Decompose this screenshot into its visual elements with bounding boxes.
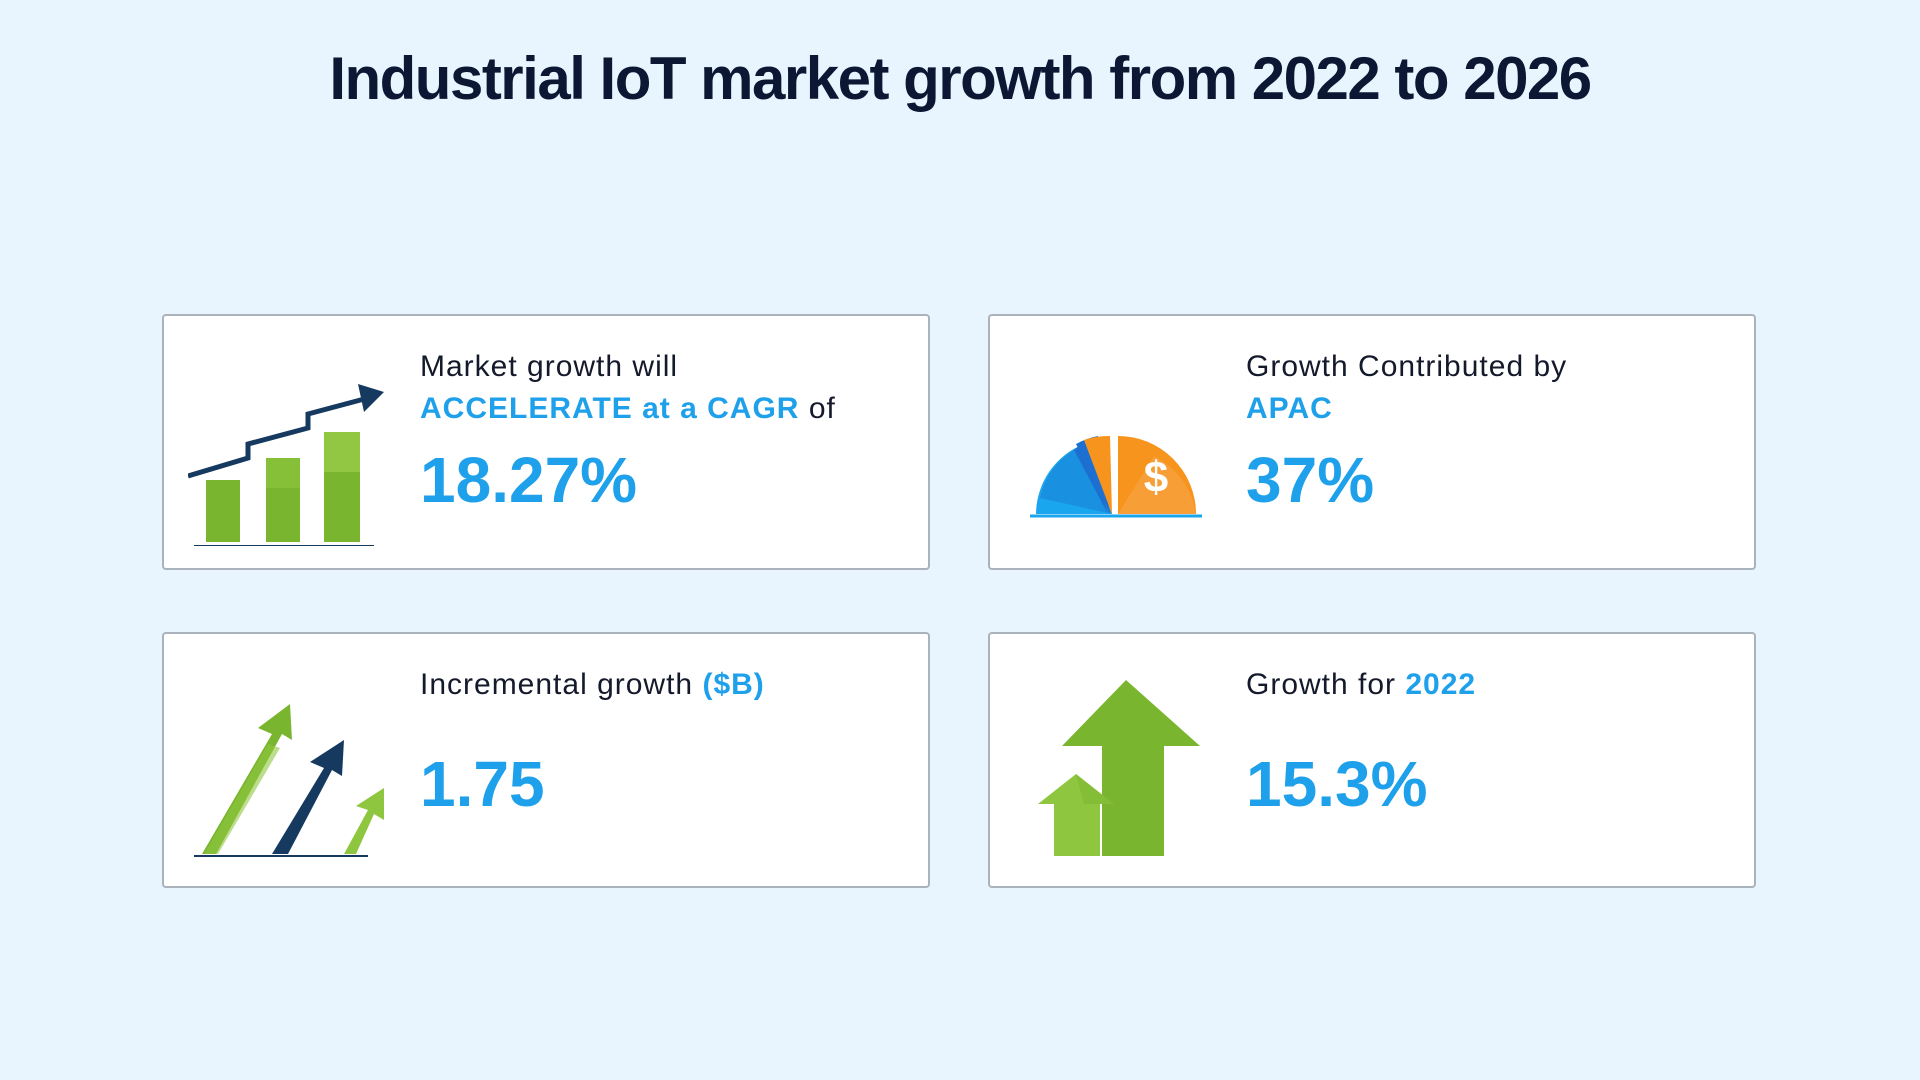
growth-2022-lead-text: Growth for bbox=[1246, 668, 1406, 701]
cagr-suffix-text: of bbox=[799, 392, 836, 425]
svg-text:$: $ bbox=[1144, 453, 1168, 502]
cagr-value: 18.27% bbox=[420, 444, 638, 516]
cagr-accent-text: ACCELERATE at a CAGR bbox=[420, 392, 800, 425]
apac-accent-text: APAC bbox=[1246, 392, 1333, 425]
rising-arrows-icon bbox=[194, 704, 384, 857]
incremental-growth-card: Incremental growth ($B) 1.75 bbox=[162, 632, 930, 888]
apac-lead-text: Growth Contributed by bbox=[1246, 350, 1568, 383]
pie-gauge-dollar-icon: $ bbox=[1030, 434, 1202, 518]
bar-chart-growth-icon bbox=[188, 384, 384, 546]
incremental-accent-text: ($B) bbox=[702, 668, 765, 701]
page-title: Industrial IoT market growth from 2022 t… bbox=[329, 45, 1592, 112]
up-arrows-icon bbox=[1038, 680, 1200, 856]
cagr-lead-text: Market growth will bbox=[420, 350, 679, 383]
incremental-lead-text: Incremental growth bbox=[420, 668, 703, 701]
apac-card: $ Growth Contributed by APAC 37% bbox=[988, 314, 1756, 570]
growth-2022-accent-text: 2022 bbox=[1405, 668, 1477, 701]
apac-value: 37% bbox=[1246, 444, 1375, 516]
growth-2022-card: Growth for 2022 15.3% bbox=[988, 632, 1756, 888]
incremental-value: 1.75 bbox=[420, 748, 545, 820]
growth-2022-value: 15.3% bbox=[1246, 748, 1428, 820]
cagr-card: Market growth will ACCELERATE at a CAGR … bbox=[162, 314, 930, 570]
